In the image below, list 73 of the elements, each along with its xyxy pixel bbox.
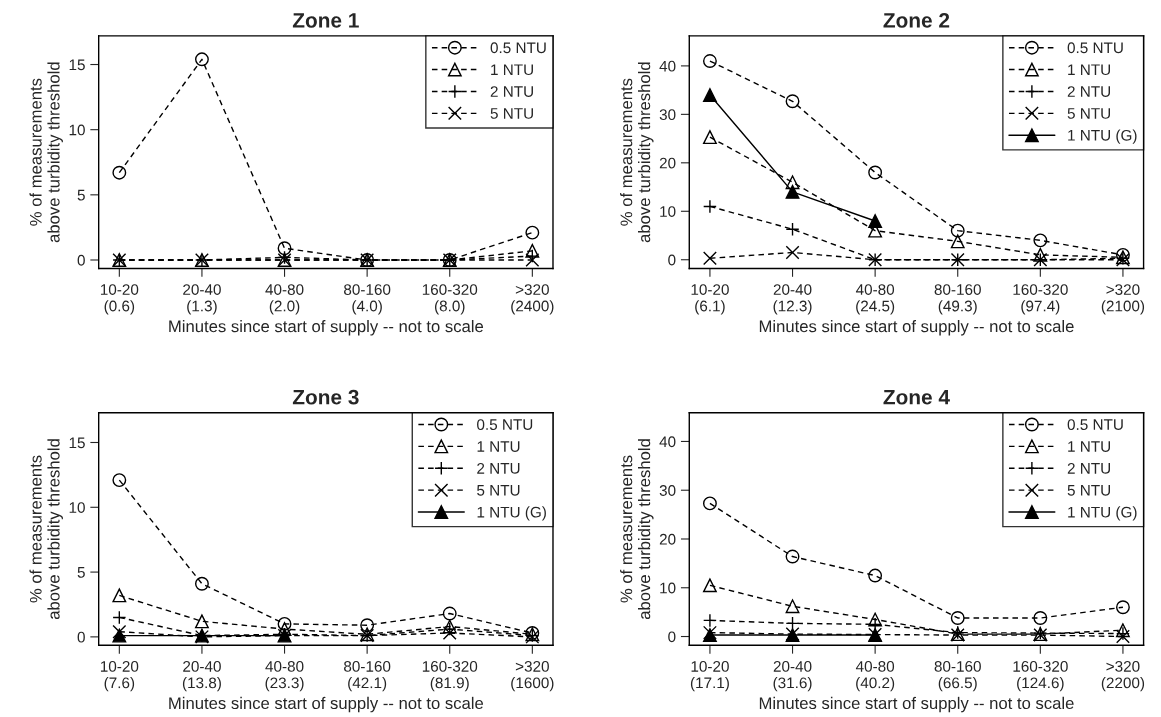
y-tick-label: 20 bbox=[659, 157, 676, 169]
legend-label: 1 NTU (G) bbox=[1068, 129, 1137, 144]
y-tick-label: 15 bbox=[69, 59, 85, 71]
y-tick-label: 30 bbox=[659, 109, 676, 121]
x-tick-label: 10-20 (6.1) bbox=[691, 284, 729, 315]
y-tick-label: 10 bbox=[69, 124, 85, 136]
legend-label: 2 NTU bbox=[1067, 462, 1110, 474]
legend-label: 5 NTU bbox=[1067, 485, 1110, 496]
y-tick-label: 30 bbox=[659, 485, 676, 496]
legend-label: 1 NTU bbox=[491, 64, 533, 76]
x-tick-label: >320 (2200) bbox=[1101, 660, 1145, 692]
x-tick-label: >320 (1600) bbox=[511, 660, 554, 692]
x-axis-title: Minutes since start of supply -- not to scale bbox=[759, 320, 1074, 336]
chart-title: Zone 4 bbox=[883, 390, 950, 405]
legend-label: 0.5 NTU bbox=[477, 419, 533, 431]
y-axis-title: % of measurements above turbidity threshold bbox=[620, 62, 654, 243]
y-tick-label: 0 bbox=[77, 631, 85, 643]
x-tick-label: 160-320 (8.0) bbox=[422, 284, 478, 315]
y-tick-label: 40 bbox=[659, 436, 676, 448]
x-tick-label: 10-20 (0.6) bbox=[100, 284, 139, 315]
x-tick-label: 10-20 (17.1) bbox=[690, 660, 729, 692]
x-tick-label: >320 (2400) bbox=[511, 284, 554, 315]
legend-label: 0.5 NTU bbox=[1067, 419, 1123, 431]
x-tick-label: 40-80 (2.0) bbox=[265, 284, 304, 315]
x-tick-label: 40-80 (40.2) bbox=[855, 660, 895, 692]
x-tick-label: 20-40 (1.3) bbox=[183, 284, 221, 315]
chart-title: Zone 3 bbox=[292, 389, 359, 405]
x-tick-label: 20-40 (13.8) bbox=[182, 660, 221, 692]
x-tick-label: 40-80 (24.5) bbox=[855, 284, 895, 315]
x-tick-label: 80-160 (4.0) bbox=[344, 284, 391, 315]
x-tick-label: 20-40 (12.3) bbox=[773, 284, 812, 315]
legend-label: 5 NTU bbox=[1067, 108, 1110, 119]
y-axis-title: % of measurements above turbidity threshold bbox=[29, 62, 63, 243]
y-tick-label: 0 bbox=[77, 254, 85, 266]
x-tick-label: 160-320 (81.9) bbox=[422, 660, 478, 692]
legend-label: 1 NTU (G) bbox=[477, 506, 546, 521]
x-tick-label: 40-80 (23.3) bbox=[265, 660, 304, 692]
legend-label: 5 NTU bbox=[477, 485, 520, 496]
y-tick-label: 5 bbox=[77, 567, 85, 578]
x-tick-label: 160-320 (97.4) bbox=[1013, 284, 1068, 315]
legend-label: 1 NTU bbox=[1068, 441, 1110, 452]
x-axis-title: Minutes since start of supply -- not to scale bbox=[759, 696, 1074, 713]
legend-label: 1 NTU bbox=[477, 441, 520, 452]
legend-label: 0.5 NTU bbox=[1067, 42, 1123, 54]
x-axis-title: Minutes since start of supply -- not to scale bbox=[169, 696, 484, 713]
x-tick-label: 80-160 (49.3) bbox=[934, 284, 981, 315]
y-tick-label: 5 bbox=[77, 189, 85, 201]
chart-title: Zone 2 bbox=[883, 12, 950, 28]
legend-label: 2 NTU bbox=[490, 86, 533, 97]
y-tick-label: 10 bbox=[69, 502, 85, 513]
y-tick-label: 15 bbox=[69, 437, 85, 449]
legend-label: 2 NTU bbox=[477, 462, 520, 474]
y-tick-label: 10 bbox=[660, 582, 676, 594]
chart-title: Zone 1 bbox=[292, 13, 359, 28]
legend-label: 1 NTU bbox=[1068, 64, 1110, 76]
y-tick-label: 20 bbox=[659, 533, 676, 545]
legend-label: 2 NTU bbox=[1067, 86, 1110, 97]
legend-label: 0.5 NTU bbox=[490, 42, 546, 54]
y-tick-label: 10 bbox=[660, 206, 676, 217]
x-tick-label: 10-20 (7.6) bbox=[100, 660, 139, 692]
x-tick-label: 20-40 (31.6) bbox=[773, 660, 812, 692]
y-axis-title: % of measurements above turbidity threshold bbox=[29, 439, 63, 620]
y-axis-title: % of measurements above turbidity threshold bbox=[620, 439, 654, 620]
x-tick-label: 80-160 (66.5) bbox=[934, 660, 981, 692]
y-tick-label: 0 bbox=[668, 631, 676, 643]
y-tick-label: 40 bbox=[659, 60, 676, 72]
y-tick-label: 0 bbox=[668, 254, 676, 266]
x-tick-label: 160-320 (124.6) bbox=[1013, 660, 1068, 692]
legend-label: 5 NTU bbox=[490, 108, 533, 119]
x-tick-label: 80-160 (42.1) bbox=[344, 660, 391, 692]
legend-label: 1 NTU (G) bbox=[1068, 506, 1137, 521]
x-tick-label: >320 (2100) bbox=[1101, 284, 1145, 315]
x-axis-title: Minutes since start of supply -- not to scale bbox=[169, 320, 484, 336]
